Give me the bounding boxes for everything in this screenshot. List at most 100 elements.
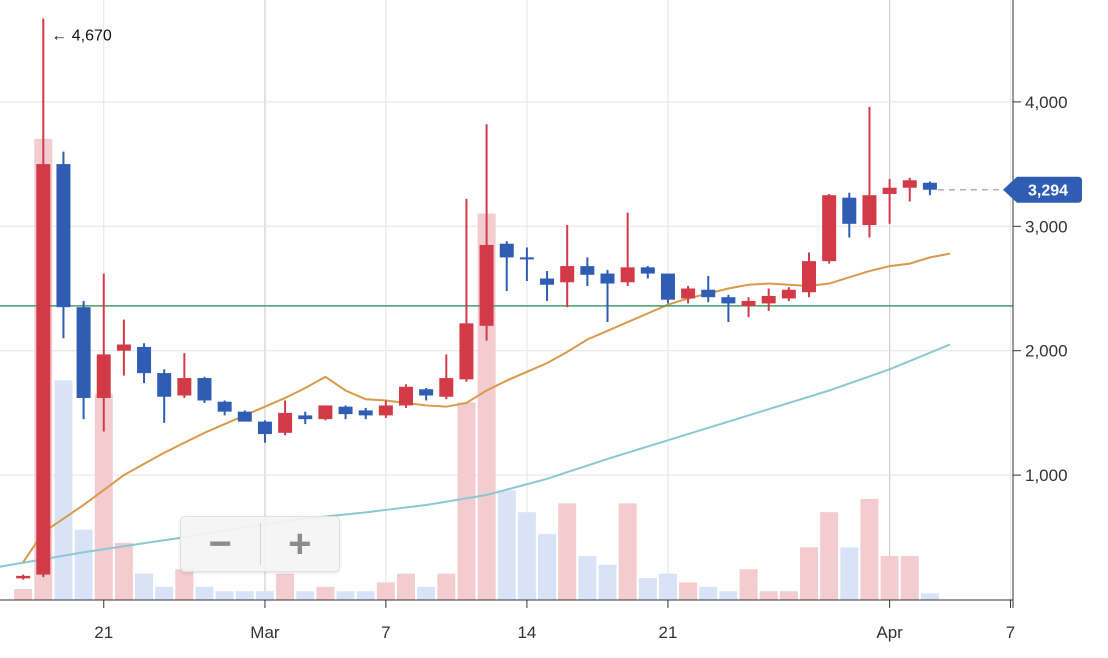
candle-body	[620, 267, 635, 283]
zoom-out-button[interactable]: −	[208, 522, 232, 566]
candle-body	[358, 410, 373, 416]
y-tick-label: 4,000	[1025, 93, 1068, 112]
volume-bar	[255, 591, 274, 600]
volume-bar	[638, 578, 657, 600]
price-labels: ← 4,670 3,294	[51, 28, 1082, 203]
candle-body	[519, 257, 534, 260]
volume-bar	[276, 573, 295, 600]
candle-body	[116, 344, 131, 351]
volume-bar	[779, 591, 798, 600]
volume-bar	[397, 573, 415, 600]
candles	[16, 18, 937, 580]
y-tick-label: 1,000	[1025, 466, 1068, 485]
y-tick-label: 3,000	[1025, 217, 1068, 236]
candle-body	[278, 412, 293, 433]
volume-bar	[618, 503, 637, 600]
volume-bar	[235, 591, 254, 600]
candle-body	[600, 273, 615, 284]
volume-bar	[215, 591, 234, 600]
candle-body	[197, 378, 212, 401]
volume-bar	[860, 498, 879, 600]
candle-body	[257, 421, 272, 435]
last-price-label: 3,294	[1028, 183, 1068, 200]
max-price-annotation: ← 4,670	[51, 28, 112, 45]
candle-body	[902, 180, 917, 188]
volume-bar	[558, 503, 577, 600]
candle-body	[580, 266, 595, 275]
candle-body	[177, 378, 192, 396]
x-tick-label: Mar	[250, 623, 280, 642]
volume-bar	[14, 589, 33, 600]
candle-body	[419, 389, 434, 396]
candle-body	[701, 289, 716, 298]
volume-bar	[296, 591, 315, 600]
axes: 1,000 2,000 3,000 4,000 21 Mar 7 14 21 Apr 7	[0, 0, 1068, 642]
candle-body	[439, 378, 454, 397]
zoom-controls: − +	[180, 516, 340, 572]
volume-bar	[437, 573, 456, 600]
candle-body	[96, 354, 111, 398]
candle-body	[560, 266, 575, 283]
volume-bar	[114, 542, 133, 600]
candle-body	[862, 195, 877, 226]
x-tick-label: 14	[517, 623, 536, 642]
candle-body	[781, 289, 796, 299]
candle-body	[640, 267, 655, 274]
volume-bar	[517, 512, 536, 600]
x-tick-label: 21	[94, 623, 113, 642]
volume-bar	[497, 490, 516, 600]
x-tick-label: Apr	[876, 623, 903, 642]
candle-body	[922, 182, 937, 190]
candle-body	[298, 415, 313, 420]
volume-bar	[457, 402, 476, 600]
volume-bars	[14, 138, 939, 600]
volume-bar	[920, 593, 939, 600]
volume-bar	[175, 569, 194, 600]
volume-bar	[316, 586, 335, 600]
x-tick-label: 7	[1006, 623, 1015, 642]
candle-body	[318, 405, 333, 420]
candle-body	[761, 295, 776, 304]
zoom-in-button[interactable]: +	[288, 522, 312, 566]
candle-body	[157, 373, 172, 397]
candle-body	[822, 195, 837, 262]
volume-bar	[598, 564, 617, 600]
candle-body	[842, 197, 857, 224]
candle-body	[399, 386, 413, 406]
candle-body	[237, 411, 252, 422]
volume-bar	[820, 512, 839, 600]
volume-bar	[195, 586, 214, 600]
volume-bar	[699, 586, 718, 600]
volume-bar	[538, 534, 557, 600]
volume-bar	[900, 556, 919, 600]
volume-bar	[739, 569, 758, 600]
last-price-badge	[1003, 176, 1082, 203]
candle-body	[16, 575, 31, 579]
volume-bar	[417, 586, 436, 600]
zoom-separator	[259, 523, 261, 565]
candle-body	[338, 406, 353, 415]
y-tick-label: 2,000	[1025, 342, 1068, 361]
volume-bar	[356, 591, 375, 600]
volume-bar	[336, 591, 355, 600]
volume-bar	[719, 591, 738, 600]
volume-bar	[54, 380, 73, 600]
x-tick-label: 7	[381, 623, 390, 642]
candle-body	[741, 300, 756, 306]
candle-body	[540, 278, 555, 285]
candle-body	[882, 187, 897, 194]
volume-bar	[840, 547, 859, 600]
candle-body	[499, 243, 514, 258]
volume-bar	[376, 582, 395, 600]
volume-bar	[135, 573, 154, 600]
candle-body	[660, 273, 675, 300]
volume-bar	[658, 573, 677, 600]
volume-bar	[800, 547, 818, 600]
volume-bar	[679, 582, 698, 600]
volume-bar	[578, 556, 597, 600]
candle-body	[721, 297, 736, 304]
candle-body	[76, 307, 91, 398]
candle-body	[479, 244, 494, 326]
candle-body	[378, 405, 393, 416]
